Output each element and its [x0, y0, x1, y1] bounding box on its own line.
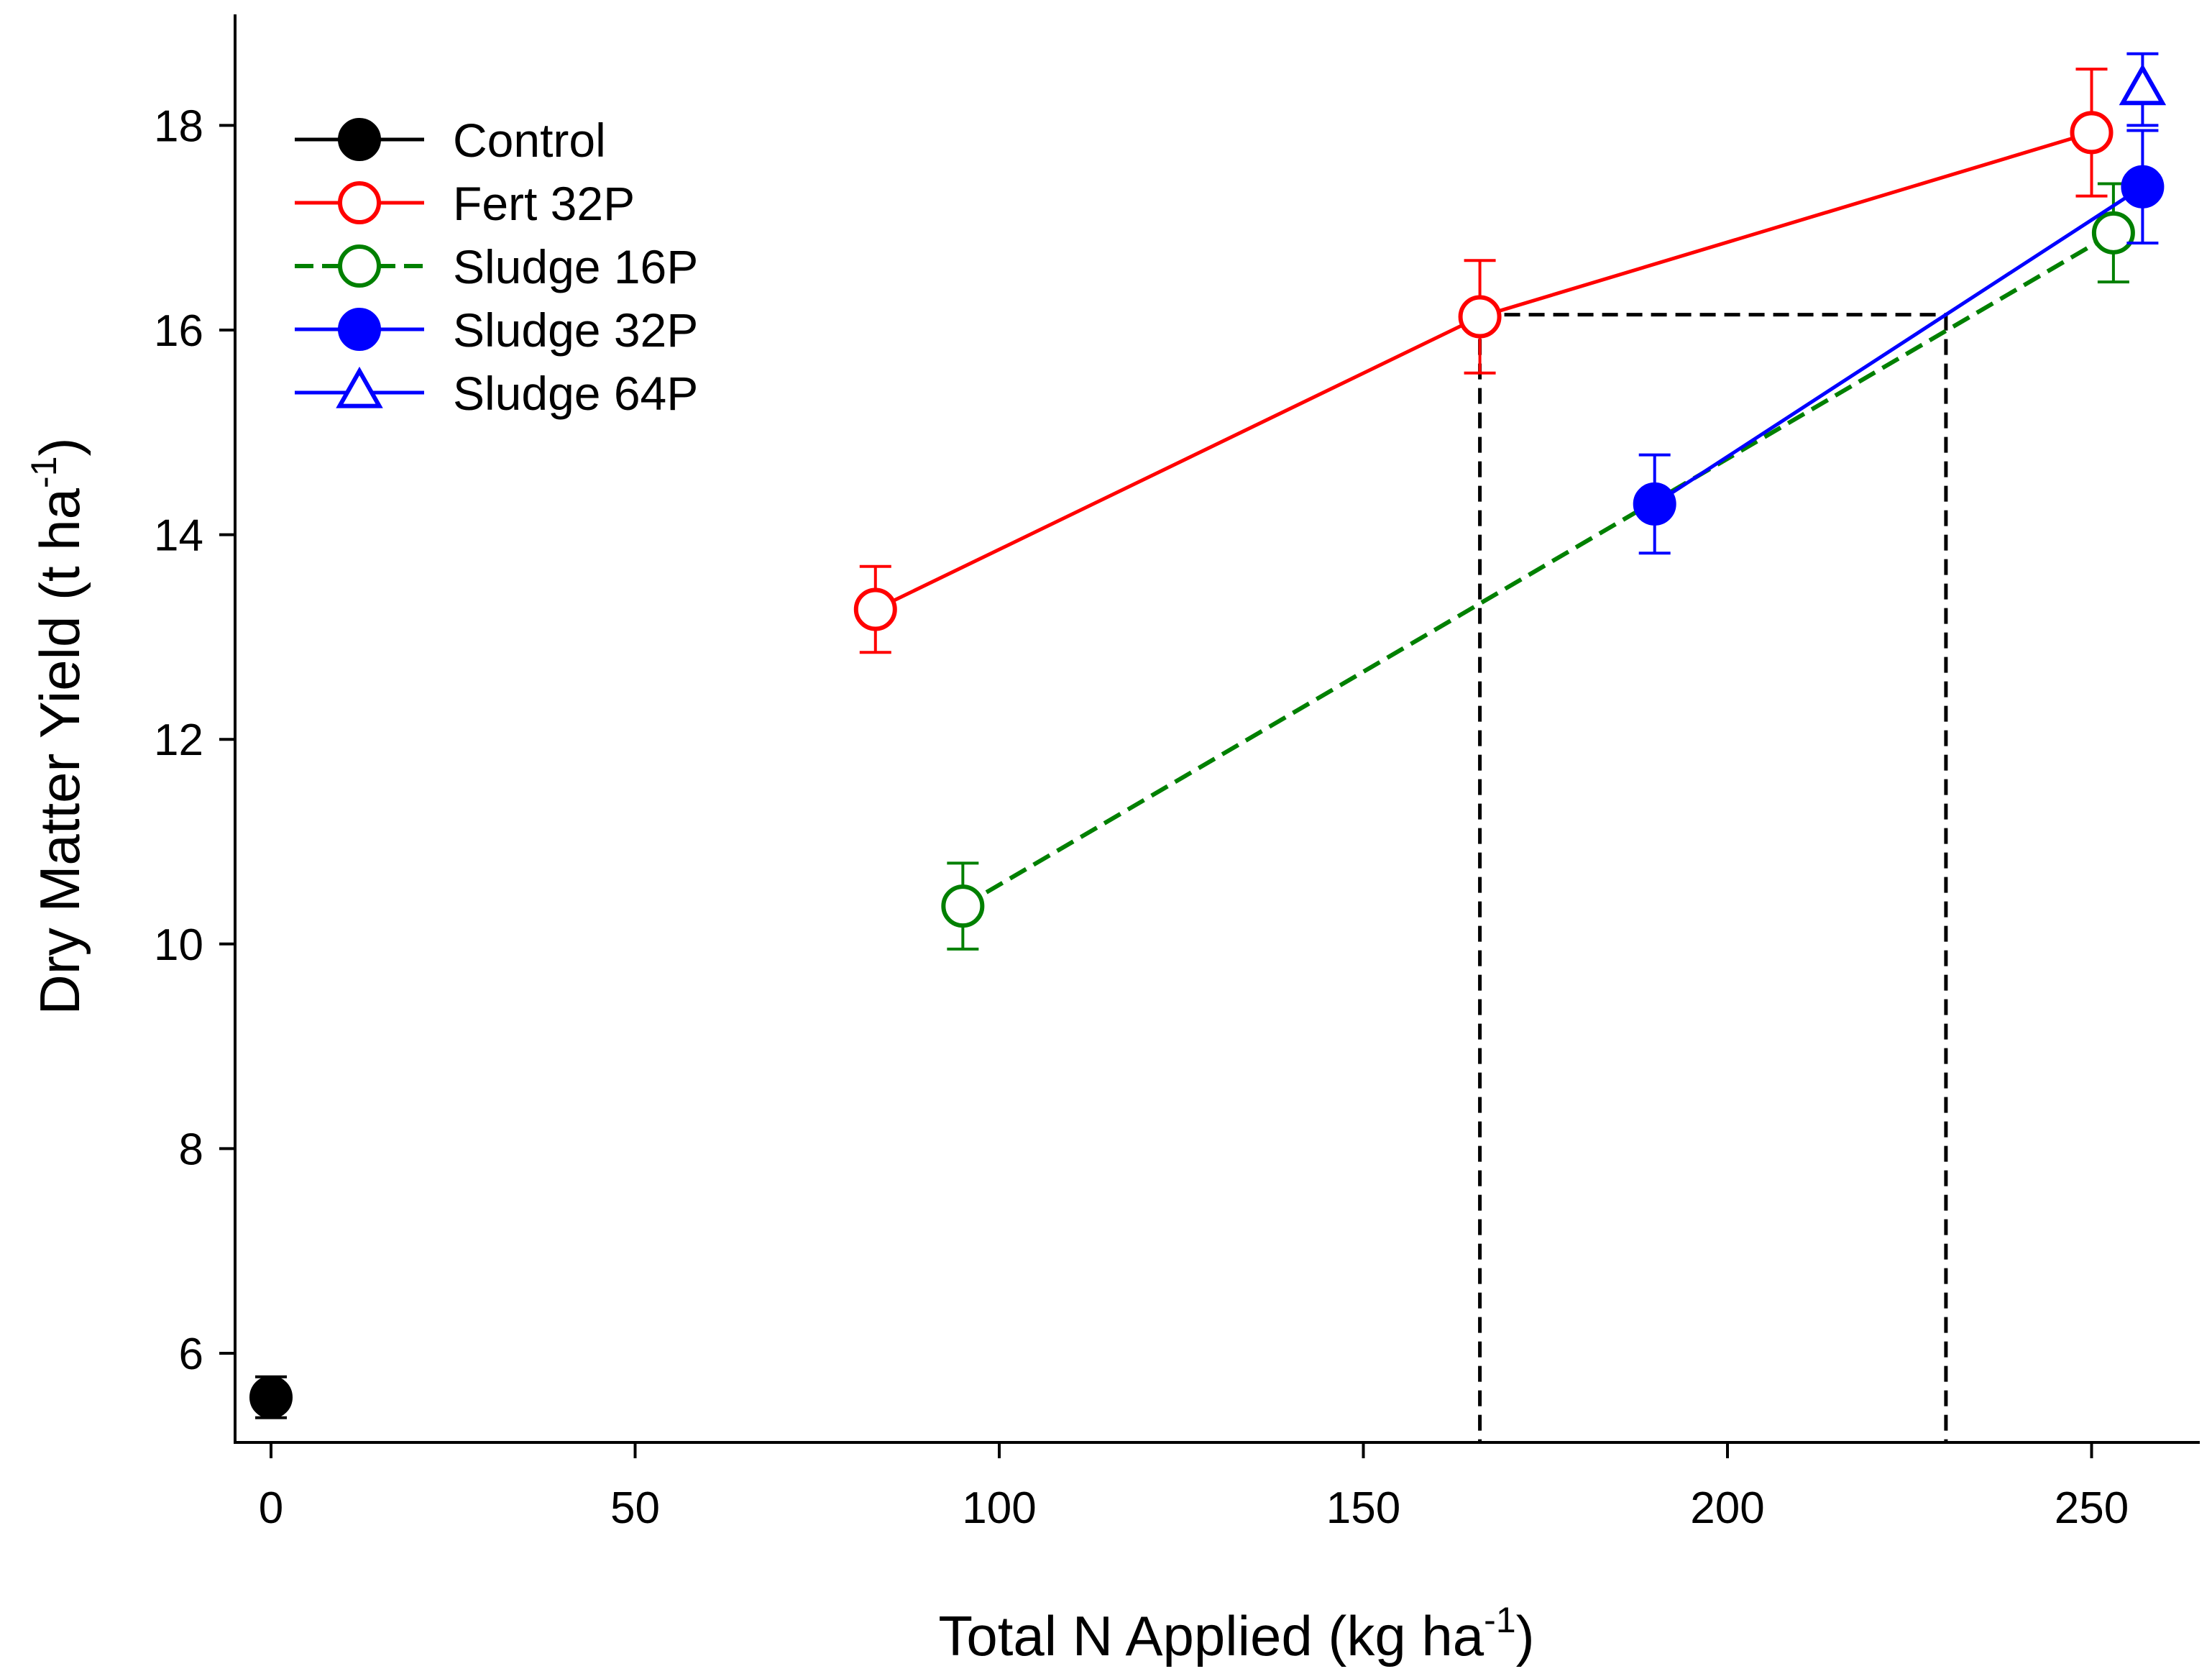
x-tick-label: 250 [2055, 1483, 2129, 1533]
legend: Control Fert 32P Sludge 16P Sludge 32P Sludg… [295, 114, 698, 420]
data-point [1458, 295, 1502, 339]
y-tick-label: 10 [154, 920, 203, 970]
legend-item: Control [295, 114, 606, 167]
series-line [1653, 185, 2144, 506]
x-tick-label: 0 [259, 1483, 283, 1533]
y-axis-title-superscript: -1 [24, 456, 64, 488]
y-tick-label: 6 [179, 1330, 203, 1379]
x-tick-label: 150 [1326, 1483, 1400, 1533]
legend-label: Sludge 64P [453, 367, 698, 420]
x-tick-label: 200 [1690, 1483, 1764, 1533]
y-axis-title: Dry Matter Yield (t ha-1) [24, 437, 91, 1015]
axes [234, 14, 2200, 1444]
series-control [249, 1375, 293, 1419]
x-tick-label: 100 [962, 1483, 1036, 1533]
data-point [2091, 211, 2135, 255]
series-layer [249, 52, 2167, 1419]
y-tick-label: 12 [154, 715, 203, 765]
data-point [941, 884, 985, 928]
reference-lines [1478, 313, 1948, 1442]
data-point [2121, 165, 2165, 209]
legend-item: Sludge 64P [295, 366, 698, 420]
legend-label: Fert 32P [453, 177, 635, 230]
legend-marker [338, 181, 381, 224]
y-tick-label: 18 [154, 101, 203, 151]
legend-label: Sludge 32P [453, 303, 698, 357]
series-fert-32p [853, 68, 2114, 654]
x-tick-label: 50 [610, 1483, 660, 1533]
legend-marker [338, 308, 381, 351]
legend-marker [338, 244, 381, 288]
y-tick-label: 8 [179, 1125, 203, 1174]
legend-item: Fert 32P [295, 177, 635, 230]
series-sludge-32p [1633, 129, 2165, 555]
legend-item: Sludge 16P [295, 240, 698, 293]
data-point [853, 587, 897, 631]
series-line [961, 231, 2115, 908]
data-point [249, 1376, 293, 1419]
data-point [1633, 482, 1676, 526]
data-point [2119, 63, 2167, 106]
series-sludge-64p [2119, 52, 2167, 127]
series-sludge-16p [941, 182, 2135, 951]
x-axis-title: Total N Applied (kg ha-1) [938, 1600, 1534, 1667]
legend-label: Control [453, 114, 606, 167]
legend-label: Sludge 16P [453, 240, 698, 293]
legend-marker [338, 118, 381, 161]
data-point [2070, 111, 2114, 155]
ticks: 0 50 100 150 200 250 6 8 10 12 14 16 18 [154, 101, 2129, 1533]
legend-marker [336, 366, 383, 408]
y-tick-label: 16 [154, 306, 203, 356]
x-axis-title-superscript: -1 [1484, 1600, 1515, 1640]
y-tick-label: 14 [154, 511, 203, 561]
series-line [874, 130, 2093, 611]
legend-item: Sludge 32P [295, 303, 698, 357]
